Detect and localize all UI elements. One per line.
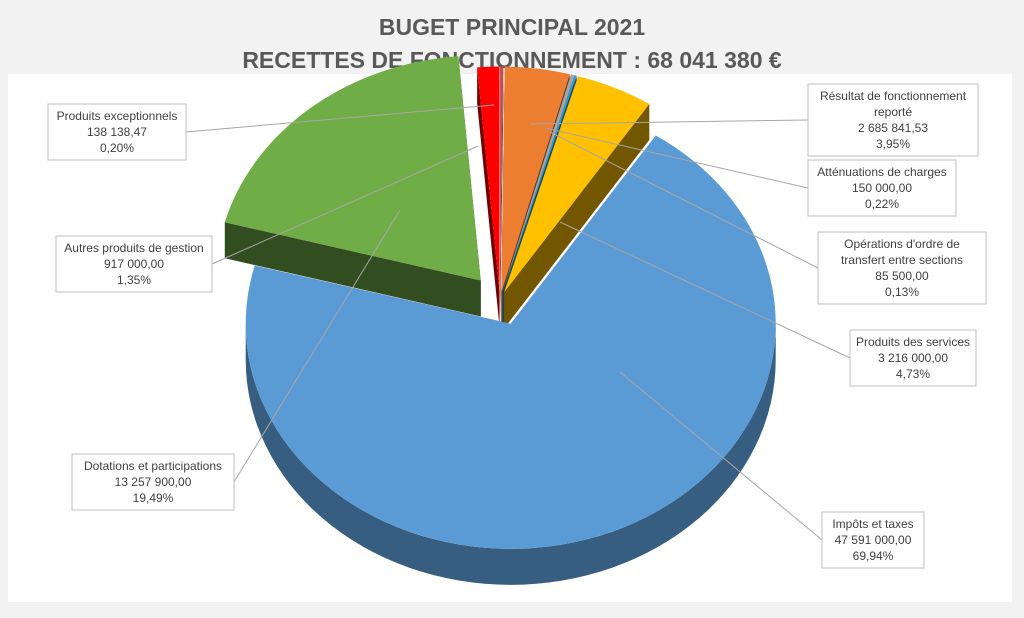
leader-line [233,209,401,483]
slice-wall-produits-des-services [504,104,650,329]
label-percent: 3,95% [876,137,910,151]
slice-wall-autres-produits-de-gestion [477,67,500,328]
label-value: 47 591 000,00 [835,533,912,547]
label-name: Impôts et taxes [832,517,913,531]
leader-line [211,145,479,265]
leader-line [185,104,495,133]
label-name: Résultat de fonctionnement [820,89,967,103]
label-box [821,511,925,569]
slice-side-impots-et-taxes [245,323,776,585]
label-resultat-de-fonctionnement-reporte: Résultat de fonctionnement reporté 2 685 8… [529,83,979,157]
leader-line [544,127,809,189]
slice-wall-produits-exceptionnels [500,66,504,328]
label-produits-des-services: Produits des services 3 216 000,00 4,73% [559,221,977,387]
label-value: 138 138,47 [87,125,147,139]
chart-title: BUGET PRINCIPAL 2021 [378,14,646,40]
label-percent: 0,22% [865,197,899,211]
leader-line [549,131,819,269]
label-box [55,235,213,293]
slice-dotations-et-participations [224,56,481,281]
leader-line [619,371,823,541]
label-box [47,103,187,161]
label-name: Autres produits de gestion [64,241,203,255]
slice-impots-et-taxes [245,135,776,549]
label-percent: 1,35% [117,273,151,287]
slice-resultat-de-fonctionnement-reporte [501,66,570,292]
label-box [817,231,987,305]
label-name: Opérations d'ordre de [844,237,960,251]
slice-autres-produits-de-gestion [477,66,500,292]
label-name: transfert entre sections [841,253,963,267]
label-value: 917 000,00 [104,257,164,271]
label-impots-et-taxes: Impôts et taxes 47 591 000,00 69,94% [619,371,925,569]
label-box [71,453,235,511]
leader-line [559,221,851,359]
slice-produits-exceptionnels [500,66,504,292]
label-percent: 19,49% [133,491,174,505]
label-box [807,83,979,157]
label-percent: 4,73% [896,367,930,381]
slice-wall-dotations-et-participations [224,222,481,317]
label-value: 85 500,00 [875,269,929,283]
label-name: reporté [874,105,912,119]
label-attenuations-de-charges: Atténuations de charges 150 000,00 0,22% [544,127,957,217]
label-box [849,329,977,387]
label-percent: 69,94% [853,549,894,563]
label-percent: 0,13% [885,285,919,299]
label-percent: 0,20% [100,141,134,155]
slice-attenuations-de-charges [502,74,575,292]
label-autres-produits-de-gestion: Autres produits de gestion 917 000,00 1,35… [55,145,479,293]
label-value: 2 685 841,53 [858,121,928,135]
label-name: Atténuations de charges [817,165,946,179]
label-value: 13 257 900,00 [115,475,192,489]
label-name: Dotations et participations [84,459,222,473]
label-name: Produits exceptionnels [57,109,178,123]
label-box [807,159,957,217]
leader-line [529,119,809,125]
slice-produits-des-services [504,76,650,293]
label-dotations-et-participations: Dotations et participations 13 257 900,00… [71,209,401,511]
label-produits-exceptionnels: Produits exceptionnels 138 138,47 0,20% [47,103,495,161]
label-value: 3 216 000,00 [878,351,948,365]
label-value: 150 000,00 [852,181,912,195]
label-name: Produits des services [856,335,970,349]
slice-operations-d-ordre-de-transfert-entre-sections [502,75,577,292]
label-operations-d-ordre-de-transfert-entre-sections: Opérations d'ordre de transfert entre sec… [549,131,987,305]
